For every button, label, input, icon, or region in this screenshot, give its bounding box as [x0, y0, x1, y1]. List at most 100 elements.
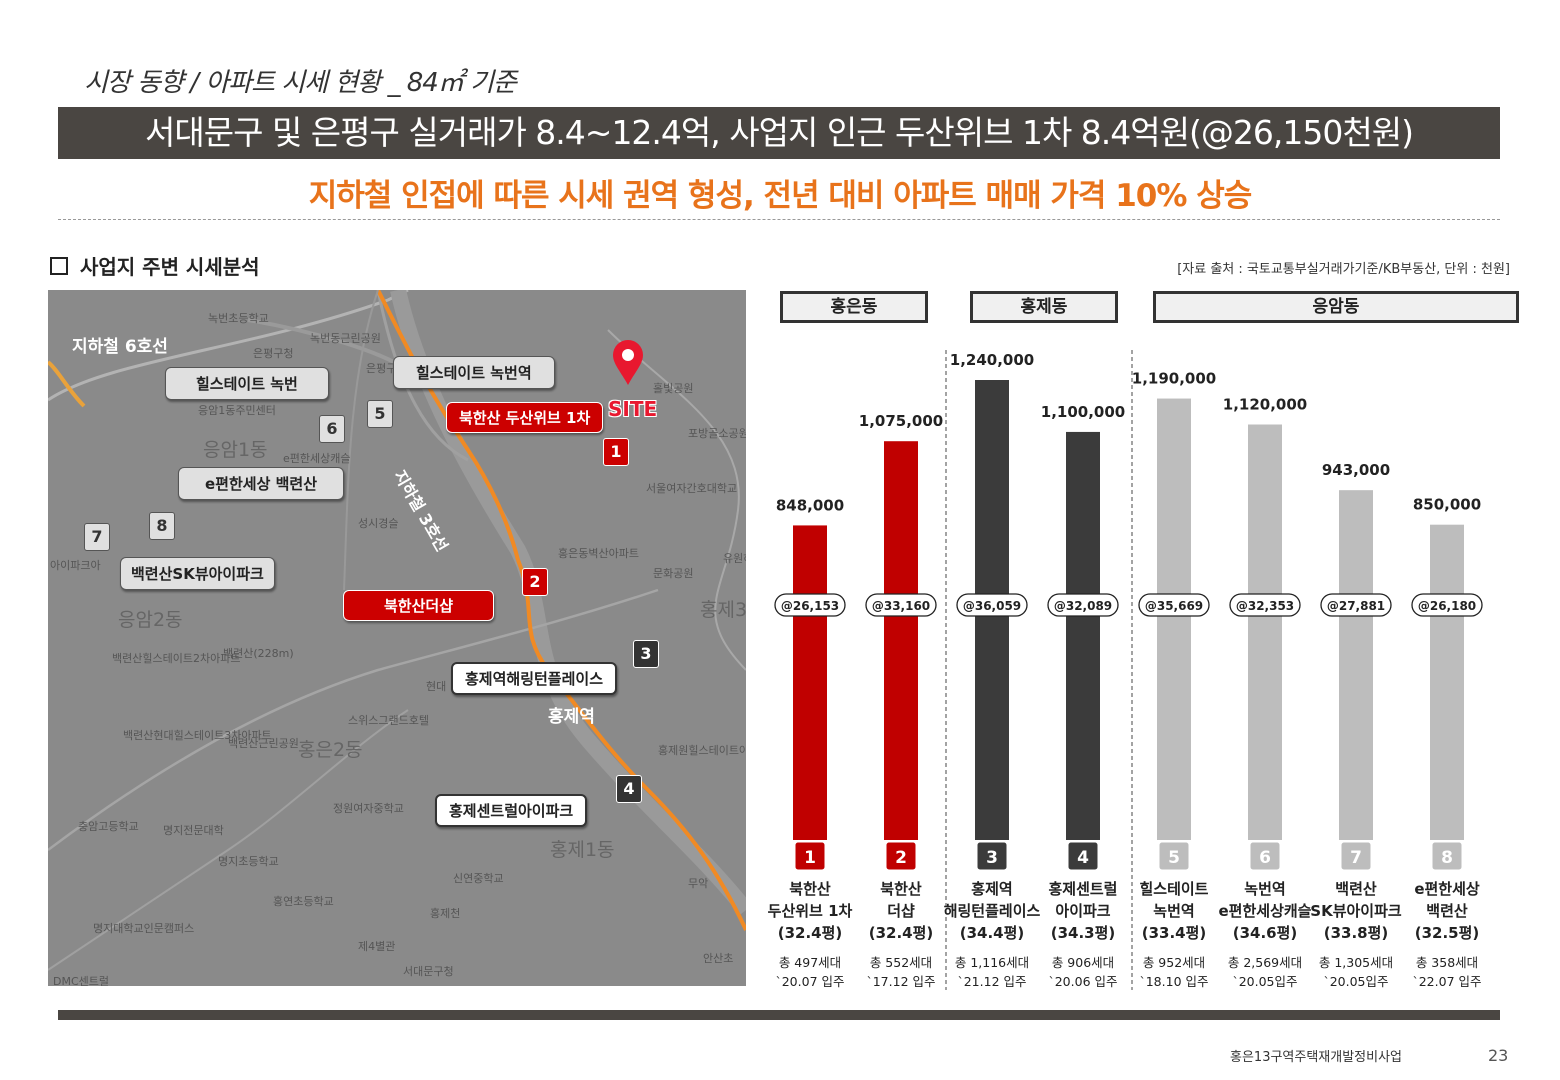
- map-place-label: 문화공원: [653, 567, 694, 580]
- area-header-eungam: 응암동: [1153, 291, 1519, 323]
- line6-label: 지하철 6호선: [72, 337, 168, 357]
- section-title: 시장 동향 / 아파트 시세 현황 _ 84㎡ 기준: [84, 68, 517, 98]
- map-place-label: 홀빛공원: [653, 382, 694, 395]
- map-place-label: 백련산현대힐스테이트3차아파트: [123, 729, 272, 742]
- bar-number: 6: [1259, 848, 1271, 868]
- map-place-label: 서울여자간호대학교: [646, 482, 738, 495]
- map-place-label: 홍연초등학교: [273, 895, 334, 908]
- map-place-label: 성시경슬: [358, 517, 399, 530]
- marker-2[interactable]: 2: [522, 568, 548, 596]
- households-label: 총 552세대: [870, 955, 932, 970]
- bar-value-label: 1,120,000: [1223, 396, 1307, 414]
- district-label: 응암2동: [118, 609, 183, 631]
- bar-number-badge: [976, 841, 1008, 871]
- page-title: 서대문구 및 은평구 실거래가 8.4~12.4억, 사업지 인근 두산위브 1…: [58, 107, 1500, 159]
- map-place-label: 백련산힐스테이트2차아파트: [112, 652, 241, 665]
- households-label: 총 906세대: [1052, 955, 1114, 970]
- callout-5[interactable]: 힐스테이트 녹번역: [393, 356, 555, 389]
- marker-5[interactable]: 5: [367, 400, 393, 428]
- unit-price-pill: [1138, 593, 1210, 617]
- category-label: 녹번역: [1244, 880, 1285, 898]
- station-label: 홍제역: [548, 707, 595, 727]
- bar: [1248, 424, 1282, 840]
- callout-7[interactable]: 백련산SK뷰아이파크: [120, 557, 275, 590]
- unit-price-label: @33,160: [872, 599, 930, 613]
- callout-3[interactable]: 홍제역해링턴플레이스: [451, 662, 618, 695]
- map-place-label: 포방골소공원: [688, 427, 746, 440]
- move-in-label: `22.07 입주: [1412, 974, 1481, 989]
- bar-number: 7: [1350, 848, 1362, 868]
- area-label: (33.8평): [1324, 924, 1389, 942]
- callout-8[interactable]: e편한세상 백련산: [178, 467, 344, 500]
- marker-4[interactable]: 4: [616, 775, 642, 803]
- callout-6[interactable]: 힐스테이트 녹번: [165, 367, 329, 400]
- marker-8[interactable]: 8: [149, 512, 175, 540]
- map-place-label: 서대문구청: [403, 965, 454, 978]
- map-place-label: 은평구청: [253, 347, 294, 360]
- marker-3[interactable]: 3: [633, 640, 659, 668]
- bar: [884, 441, 918, 840]
- households-label: 총 2,569세대: [1228, 955, 1302, 970]
- households-label: 총 952세대: [1143, 955, 1205, 970]
- unit-price-label: @36,059: [963, 599, 1021, 613]
- bar-number: 2: [895, 848, 907, 868]
- bar-number: 8: [1441, 848, 1453, 868]
- bar-value-label: 848,000: [776, 496, 844, 514]
- category-label: e편한세상: [1414, 880, 1480, 898]
- category-label: 백련산: [1335, 880, 1377, 898]
- category-label: 백련산: [1426, 902, 1468, 920]
- marker-1[interactable]: 1: [603, 438, 629, 466]
- unit-price-pill: [1320, 593, 1392, 617]
- households-label: 총 1,305세대: [1319, 955, 1393, 970]
- unit-price-label: @26,180: [1418, 599, 1476, 613]
- unit-price-label: @32,353: [1236, 599, 1294, 613]
- area-label: (32.4평): [869, 924, 934, 942]
- map-place-label: 신연중학교: [453, 872, 504, 885]
- area-label: (32.5평): [1415, 924, 1480, 942]
- category-label: 두산위브 1차: [768, 902, 853, 920]
- unit-price-pill: [1229, 593, 1301, 617]
- location-map[interactable]: 지하철 6호선 지하철 3호선 응암1동 응암2동 홍은2동 홍제1동 홍제3 …: [48, 290, 746, 986]
- area-label: (34.3평): [1051, 924, 1116, 942]
- map-place-label: 응암1동주민센터: [198, 404, 276, 417]
- unit-price-label: @26,153: [781, 599, 839, 613]
- map-place-label: 홍은동벽산아파트: [558, 547, 639, 560]
- category-label: 해링턴플레이스: [944, 902, 1041, 920]
- category-label: 북한산: [880, 880, 922, 898]
- district-label: 홍은2동: [298, 739, 363, 761]
- district-label: 홍제1동: [550, 839, 615, 861]
- site-pin-icon: [613, 340, 643, 385]
- category-label: 힐스테이트: [1139, 880, 1208, 898]
- site-label: SITE: [608, 397, 658, 421]
- marker-6[interactable]: 6: [319, 415, 345, 443]
- marker-7[interactable]: 7: [84, 523, 110, 551]
- unit-price-pill: [774, 593, 846, 617]
- category-label: 북한산: [789, 880, 831, 898]
- map-place-label: 스위스그랜드호텔: [348, 714, 429, 727]
- area-label: (34.4평): [960, 924, 1025, 942]
- move-in-label: `17.12 입주: [866, 974, 935, 989]
- bar-number-badge: [1249, 841, 1281, 871]
- map-place-label: 제4별관: [358, 940, 396, 953]
- area-header-hongje: 홍제동: [970, 291, 1118, 323]
- households-label: 총 497세대: [779, 955, 841, 970]
- bar-number-badge: [1431, 841, 1463, 871]
- callout-2[interactable]: 북한산더샵: [343, 590, 495, 621]
- callout-4[interactable]: 홍제센트럴아이파크: [435, 794, 588, 827]
- category-label: 더샵: [887, 902, 915, 920]
- area-header-hongeun: 홍은동: [780, 291, 928, 323]
- area-label: (32.4평): [778, 924, 843, 942]
- bar-value-label: 1,100,000: [1041, 403, 1125, 421]
- source-note: [자료 출처 : 국토교통부실거래가기준/KB부동산, 단위 : 천원]: [1177, 262, 1510, 277]
- map-roads: [48, 290, 746, 971]
- page-subtitle: 지하철 인접에 따른 시세 권역 형성, 전년 대비 아파트 매매 가격 10%…: [308, 178, 1253, 214]
- bar-value-label: 850,000: [1413, 496, 1481, 514]
- map-place-label: 녹번초등학교: [208, 312, 269, 325]
- callout-1[interactable]: 북한산 두산위브 1차: [446, 402, 604, 433]
- footer-divider: [58, 1010, 1500, 1020]
- households-label: 총 1,116세대: [955, 955, 1029, 970]
- unit-price-label: @32,089: [1054, 599, 1112, 613]
- bar-value-label: 1,240,000: [950, 351, 1034, 369]
- bar-value-label: 1,190,000: [1132, 370, 1216, 388]
